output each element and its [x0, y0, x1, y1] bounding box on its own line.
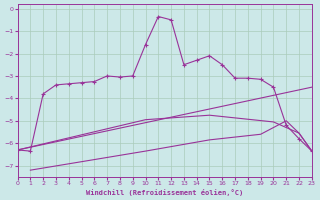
X-axis label: Windchill (Refroidissement éolien,°C): Windchill (Refroidissement éolien,°C) [86, 189, 243, 196]
